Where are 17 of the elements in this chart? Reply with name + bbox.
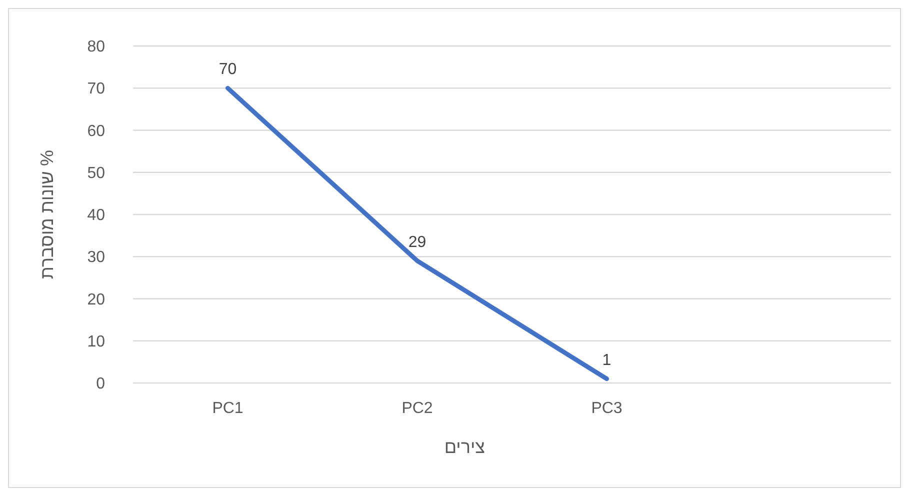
y-tick-label: 70: [87, 80, 106, 98]
data-label: 29: [408, 234, 426, 251]
x-tick-label: PC3: [591, 400, 622, 417]
data-label: 70: [218, 61, 237, 78]
y-tick-label: 60: [87, 122, 106, 140]
x-tick-label: PC1: [212, 400, 244, 417]
y-tick-label: 10: [87, 333, 106, 350]
y-tick-label: 30: [87, 249, 106, 266]
y-tick-label: 50: [87, 164, 106, 182]
x-tick-label: PC2: [402, 400, 433, 417]
x-axis-title: צירים: [444, 437, 486, 457]
y-tick-label: 40: [87, 207, 106, 224]
y-tick-label: 20: [87, 291, 106, 308]
data-label: 1: [602, 352, 612, 369]
y-tick-label: 0: [96, 376, 106, 393]
y-tick-label: 80: [87, 38, 106, 56]
y-axis-title: שונות מוסברת %: [37, 150, 57, 279]
